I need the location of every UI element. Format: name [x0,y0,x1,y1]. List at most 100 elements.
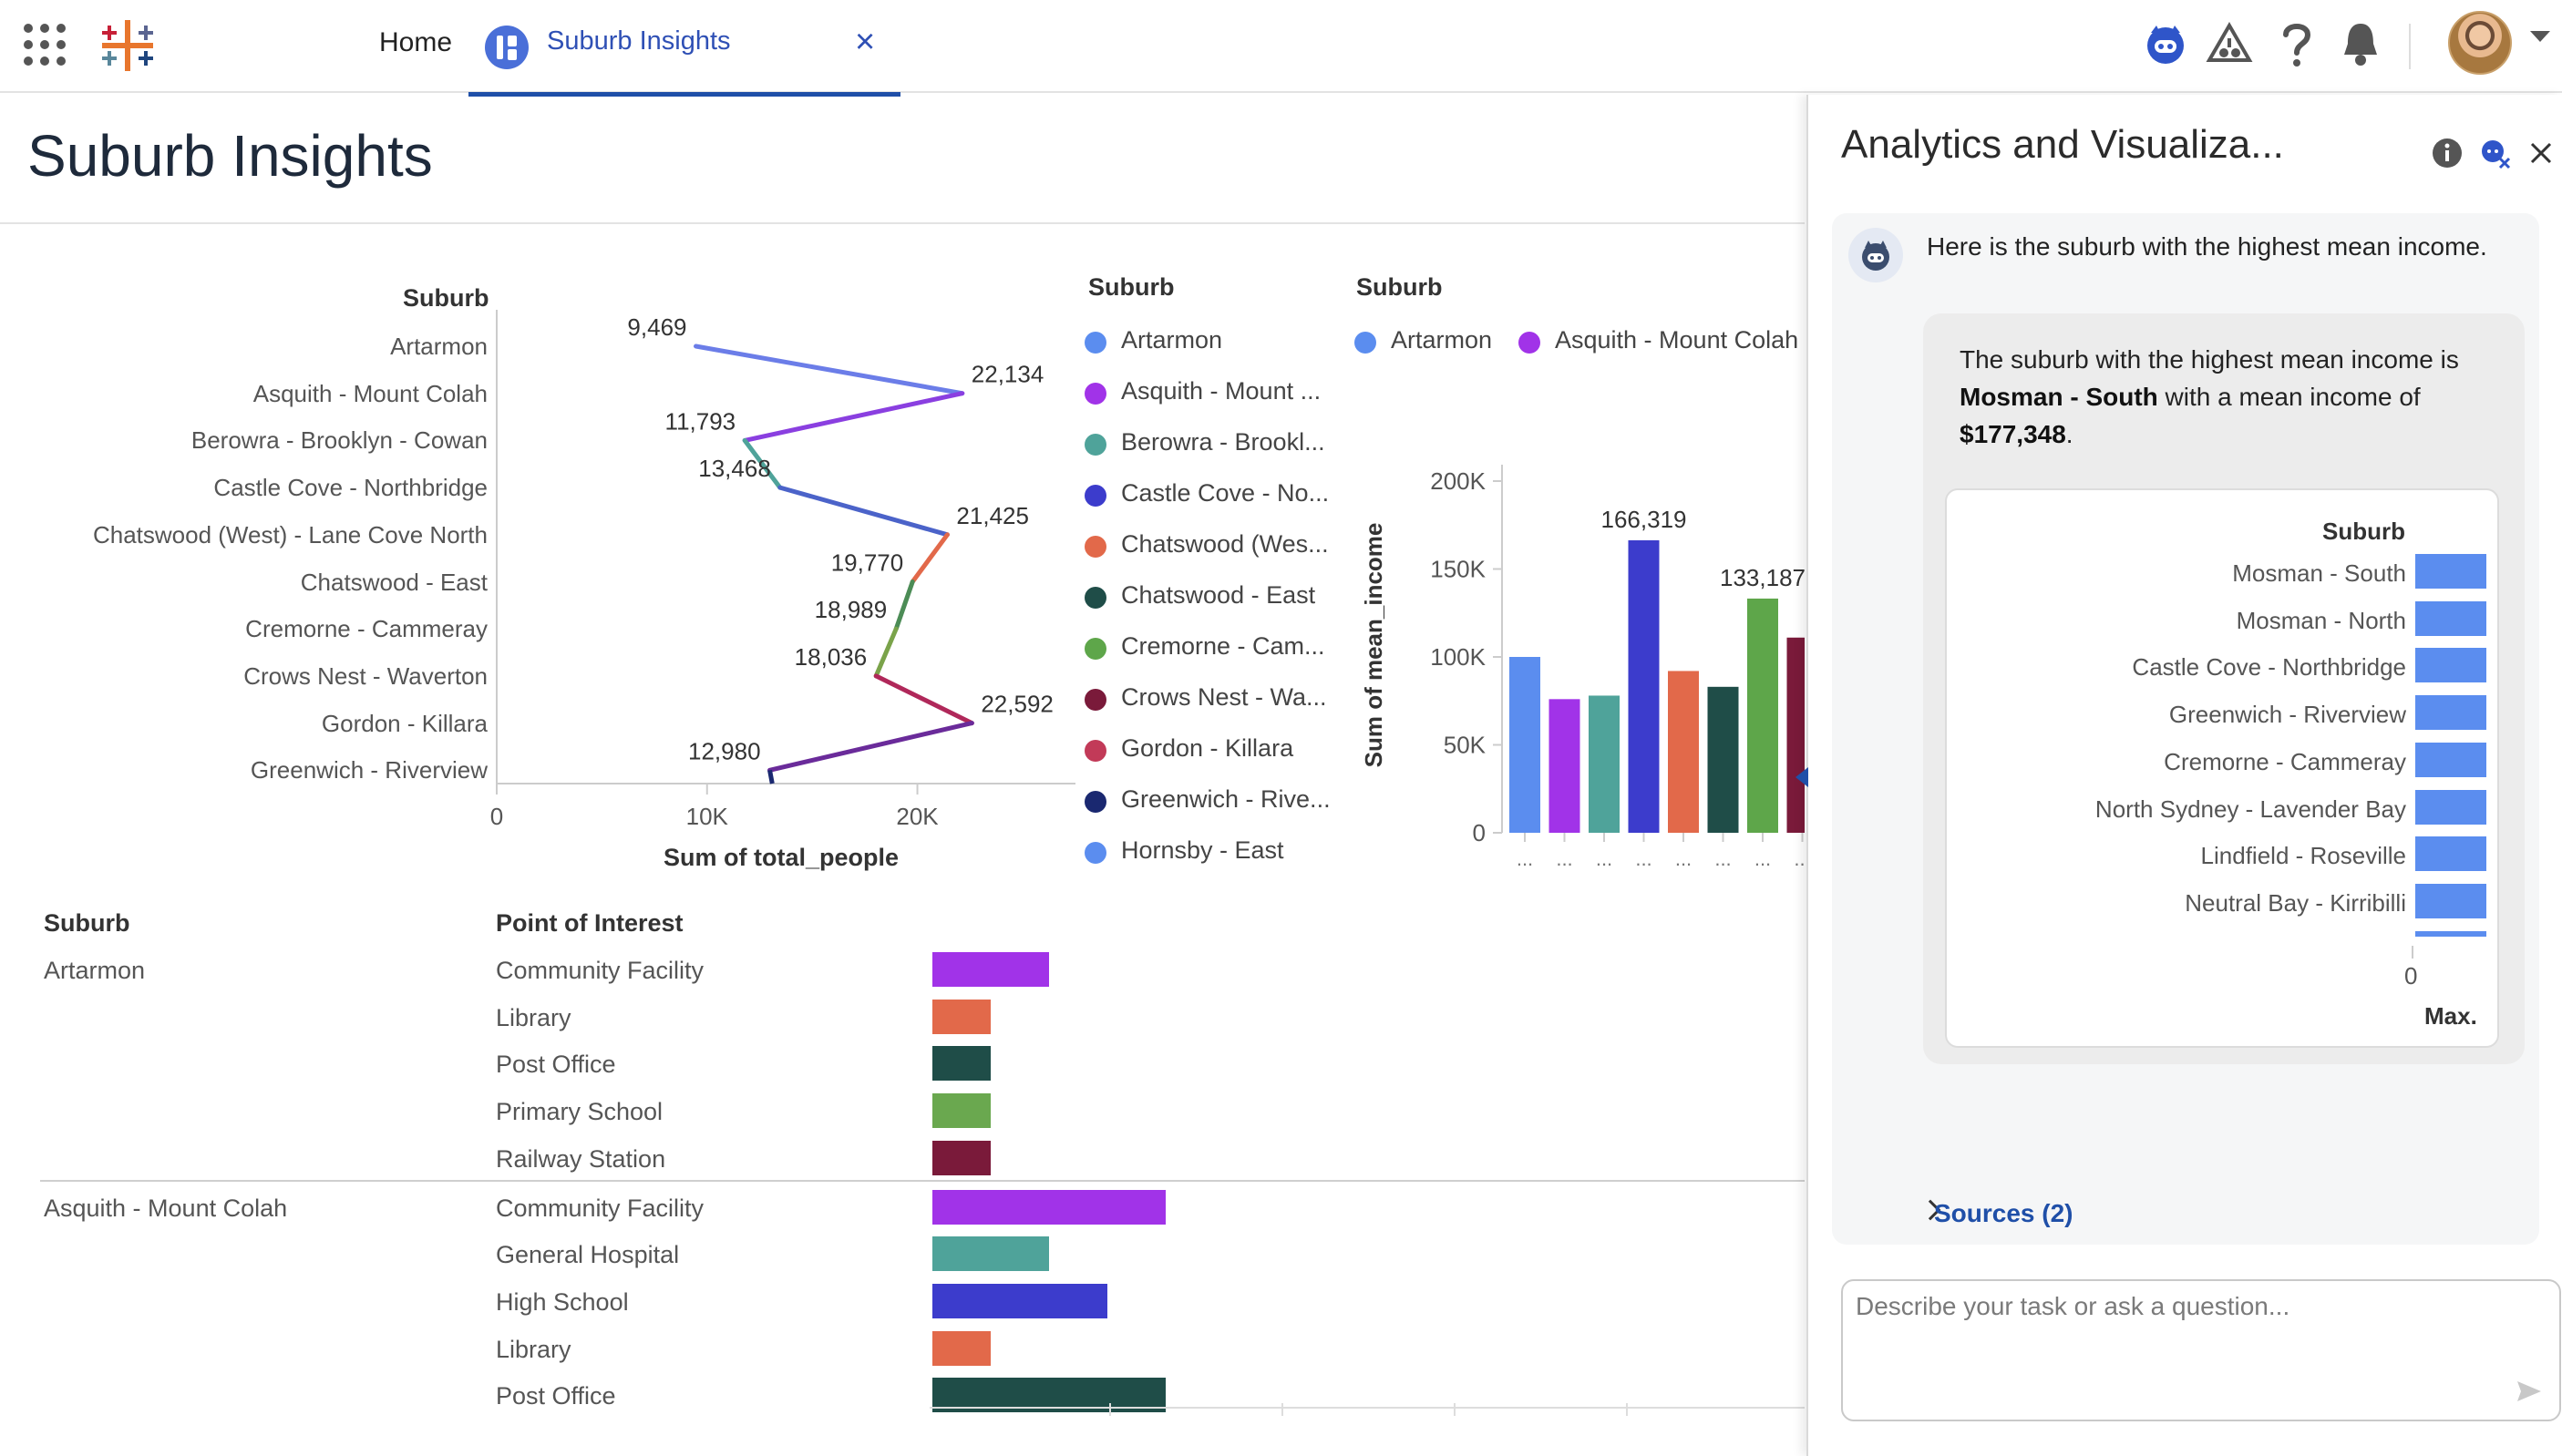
line-segment [694,343,965,396]
mini-chart-bar[interactable] [2415,742,2486,777]
line-point-label: 9,469 [627,313,686,341]
table-bar[interactable] [932,999,991,1034]
collapse-panel-caret-icon[interactable] [1795,767,1808,787]
mini-chart-row-label: North Sydney - Lavender Bay [2094,795,2406,823]
mini-chart-row-label: Mosman - North [2236,606,2406,634]
line-segment [767,769,775,784]
mini-chart-bar[interactable] [2415,554,2486,589]
mini-chart-bar[interactable] [2415,883,2486,918]
line-chart-row-label: Asquith - Mount Colah [252,379,488,407]
chevron-down-icon[interactable] [2530,31,2550,42]
answer-text-part: with a mean income of [2157,383,2421,411]
mini-chart-row-label: Castle Cove - Northbridge [2132,653,2406,682]
answer-text-part: . [2065,420,2073,448]
legend-item-label: Crows Nest - Wa... [1121,683,1327,711]
table-cell-poi[interactable]: Library [496,1335,571,1363]
table-cell-poi[interactable]: Community Facility [496,1194,705,1222]
mini-chart-bar[interactable] [2415,600,2486,636]
table-cell-poi[interactable]: Primary School [496,1098,664,1126]
info-icon[interactable] [2429,135,2465,171]
legend-dot-icon [1085,332,1106,354]
mini-chart-bar[interactable] [2415,695,2486,731]
y-tick-label: 150K [1430,556,1486,583]
legend-item-label: Gordon - Killara [1121,734,1294,762]
bar-legend-item-label: Asquith - Mount Colah [1555,326,1799,354]
bar[interactable] [1747,598,1778,833]
nav-home-link[interactable]: Home [379,27,453,57]
page-title: Suburb Insights [27,123,433,189]
legend-dot-icon [1085,791,1106,813]
bar[interactable] [1668,671,1699,833]
x-tick-label: ... [1754,847,1771,870]
table-cell-poi[interactable]: Post Office [496,1051,616,1079]
bar[interactable] [1628,540,1660,833]
tab-suburb-insights[interactable]: Suburb Insights × [468,0,900,97]
user-avatar[interactable] [2448,11,2512,75]
help-icon[interactable] [2271,18,2322,69]
bar[interactable] [1786,637,1806,833]
table-bar[interactable] [932,1093,991,1129]
tab-close-icon[interactable]: × [855,23,876,61]
agent-icon[interactable] [2140,18,2191,69]
chat-input-box[interactable] [1841,1279,2561,1421]
sources-toggle[interactable]: Sources (2) [1934,1199,2073,1227]
mini-chart-row-label: Neutral Bay - Kirribilli [2185,888,2406,917]
legend-dot-icon [1085,485,1106,507]
table-bar[interactable] [932,1330,991,1366]
y-tick-label: 0 [1473,819,1486,846]
line-chart-x-axis-label: Sum of total_people [664,844,900,871]
legend-dot-icon [1518,332,1540,354]
close-panel-icon[interactable] [2523,135,2559,171]
bar[interactable] [1549,699,1580,833]
table-bar[interactable] [932,1046,991,1082]
clear-chat-icon[interactable] [2476,135,2513,171]
bar[interactable] [1589,695,1620,833]
answer-text: The suburb with the highest mean income … [1960,341,2506,453]
legend-item-label: Greenwich - Rive... [1121,785,1331,813]
table-bar[interactable] [932,1378,1166,1413]
table-cell-poi[interactable]: Library [496,1003,571,1031]
line-point-label: 18,989 [815,596,888,623]
top-navigation-bar: Home Suburb Insights × [0,0,2562,97]
tableau-logo-icon[interactable] [95,13,160,78]
chat-input[interactable] [1856,1292,2512,1401]
y-tick-label: 100K [1430,643,1486,671]
mini-chart-axis-zero: 0 [2404,962,2418,989]
line-chart-row-header: Suburb [403,284,489,312]
table-bar[interactable] [932,1236,1049,1272]
line-chart-row-label: Gordon - Killara [321,709,488,737]
table-bar[interactable] [932,1140,991,1175]
table-bar[interactable] [932,1283,1107,1318]
app-launcher-icon[interactable] [24,24,66,66]
x-tick-label: ... [1675,847,1692,870]
table-header-suburb: Suburb [44,909,130,937]
table-cell-suburb[interactable]: Artarmon [44,957,146,984]
trailhead-icon[interactable] [2204,18,2255,69]
line-segment [742,391,965,443]
table-bar[interactable] [932,952,1049,987]
table-cell-suburb[interactable]: Asquith - Mount Colah [44,1194,288,1222]
table-cell-poi[interactable]: Community Facility [496,957,705,984]
legend-dot-icon [1085,842,1106,864]
y-tick-label: 50K [1444,732,1487,759]
table-cell-poi[interactable]: Railway Station [496,1144,666,1173]
mini-chart-bar[interactable] [2415,648,2486,683]
table-bar[interactable] [932,1189,1166,1225]
bar-legend-title: Suburb [1356,273,1443,301]
table-cell-poi[interactable]: General Hospital [496,1241,680,1269]
mini-chart-bar[interactable] [2415,836,2486,872]
line-chart-row-label: Crows Nest - Waverton [243,661,488,690]
bar[interactable] [1509,657,1540,833]
answer-text-part: The suburb with the highest mean income … [1960,345,2459,374]
bar[interactable] [1707,686,1739,833]
mini-chart-bar[interactable] [2415,789,2486,825]
table-cell-poi[interactable]: High School [496,1287,629,1316]
line-segment [873,626,899,679]
line-segment [910,532,950,584]
send-icon[interactable] [2516,1378,2543,1405]
legend-dot-icon [1085,434,1106,456]
notifications-bell-icon[interactable] [2335,18,2386,69]
x-tick-label: ... [1556,847,1572,870]
table-cell-poi[interactable]: Post Office [496,1382,616,1410]
tab-label: Suburb Insights [547,26,731,56]
